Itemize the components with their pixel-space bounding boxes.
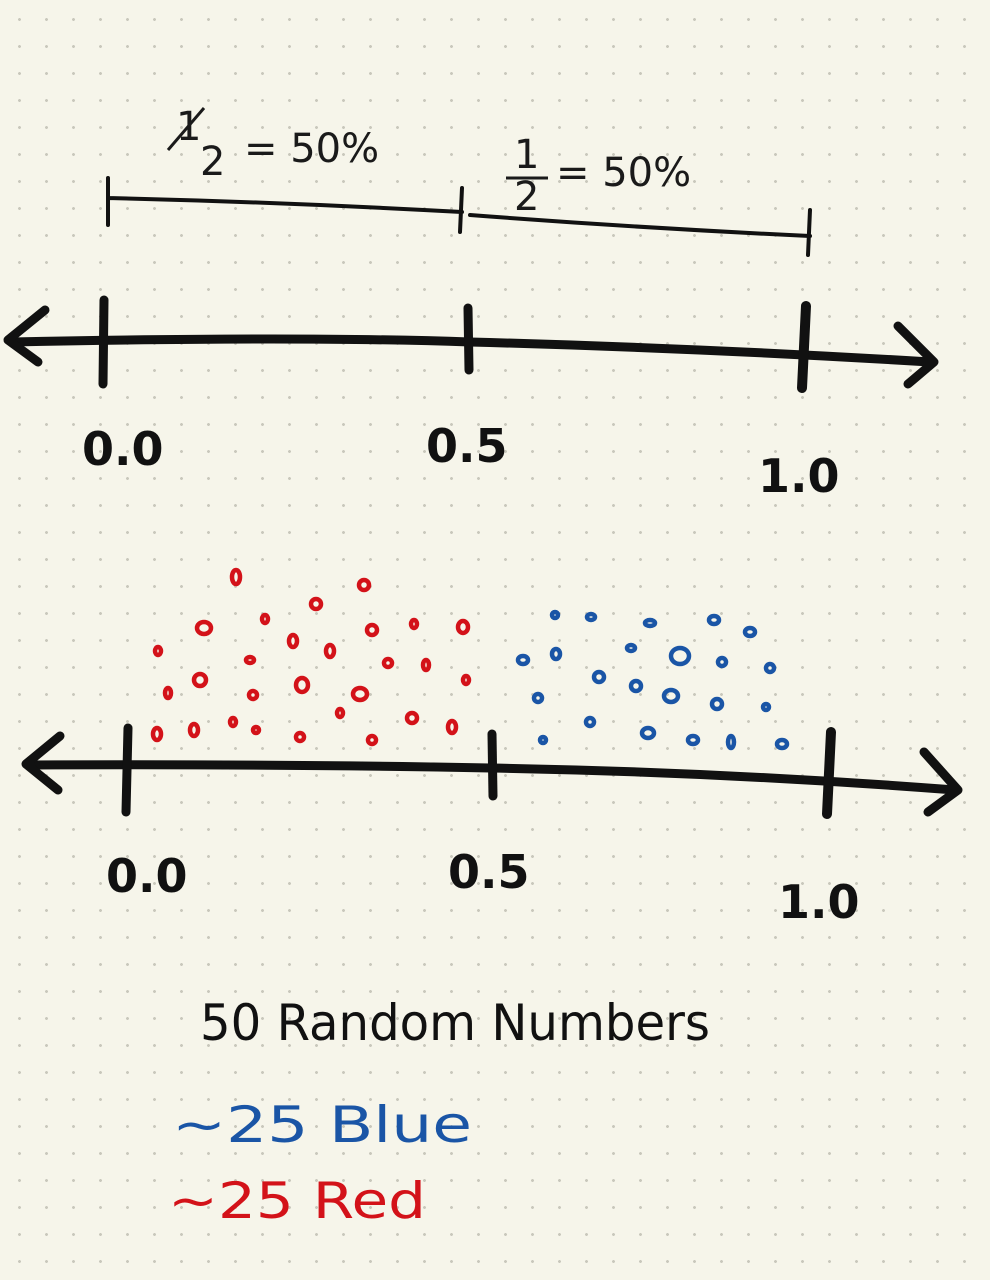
red-dot xyxy=(229,567,243,587)
red-dot xyxy=(408,617,420,631)
red-dot xyxy=(365,733,379,747)
half-brackets: 1 2 = 50% 1 2 = 50% xyxy=(106,104,812,257)
blue-dot xyxy=(583,715,597,729)
red-dot xyxy=(246,688,260,702)
red-dot xyxy=(356,577,372,593)
red-dot xyxy=(323,642,337,660)
left-bracket xyxy=(106,176,464,234)
bottom-tick-label-05: 0.5 xyxy=(448,845,530,899)
left-fraction-slash xyxy=(166,107,206,151)
red-dot xyxy=(308,596,324,612)
red-dot xyxy=(194,619,214,637)
red-dot xyxy=(150,725,164,743)
blue-dot xyxy=(774,737,790,751)
blue-dot xyxy=(515,653,531,667)
blue-dot xyxy=(742,625,758,639)
bottom-number-line: 0.0 0.5 1.0 xyxy=(21,723,963,929)
blue-dot xyxy=(760,701,772,713)
caption: 50 Random Numbers ~25 Blue ~25 Red xyxy=(168,994,710,1230)
blue-dot xyxy=(763,661,777,675)
bottom-tick-label-1: 1.0 xyxy=(778,875,860,929)
bottom-left-arrowhead xyxy=(21,731,65,795)
top-tick-0 xyxy=(98,295,109,389)
red-dot xyxy=(460,673,472,687)
blue-dot xyxy=(549,609,561,621)
blue-dot xyxy=(706,613,722,627)
red-dot xyxy=(187,721,201,739)
caption-title: 50 Random Numbers xyxy=(200,994,710,1052)
red-dot xyxy=(152,644,164,658)
blue-dot xyxy=(715,655,729,669)
red-dot xyxy=(381,656,395,670)
red-dot xyxy=(250,724,262,736)
red-dot xyxy=(445,718,459,736)
caption-blue-count: ~25 Blue xyxy=(172,1096,472,1154)
blue-dot xyxy=(642,617,658,629)
right-percent-text: = 50% xyxy=(556,150,691,196)
top-tick-1 xyxy=(797,301,811,393)
left-percent-text: = 50% xyxy=(244,126,379,172)
blue-dot xyxy=(591,669,607,685)
blue-dot xyxy=(628,678,644,694)
red-dot xyxy=(293,730,307,744)
red-dot xyxy=(162,685,174,701)
blue-dot xyxy=(584,611,598,623)
bottom-tick-1 xyxy=(822,727,836,819)
bottom-right-arrowhead xyxy=(919,747,963,817)
top-left-arrowhead xyxy=(3,305,50,367)
blue-dot xyxy=(685,733,701,747)
left-half-label: 1 2 = 50% xyxy=(166,104,379,185)
red-dot xyxy=(286,632,300,650)
right-half-label: 1 2 = 50% xyxy=(506,132,691,220)
red-dot xyxy=(191,671,209,689)
right-fraction-numerator: 1 xyxy=(514,132,539,178)
red-dot xyxy=(259,612,271,626)
red-dot xyxy=(404,710,420,726)
red-dots xyxy=(150,567,472,747)
blue-dot xyxy=(624,642,638,654)
blue-dot xyxy=(549,646,563,662)
red-dot xyxy=(243,654,257,666)
bottom-tick-label-0: 0.0 xyxy=(106,849,188,903)
caption-red-count: ~25 Red xyxy=(168,1172,426,1230)
bottom-tick-05 xyxy=(487,729,498,801)
top-number-line: 0.0 0.5 1.0 xyxy=(3,295,939,503)
right-fraction-denominator: 2 xyxy=(514,174,539,220)
blue-dot xyxy=(661,687,681,705)
blue-dots xyxy=(515,609,790,751)
red-dot xyxy=(420,657,432,673)
red-dot xyxy=(227,715,239,729)
bottom-tick-0 xyxy=(121,723,133,817)
top-tick-label-0: 0.0 xyxy=(82,422,164,476)
top-right-arrowhead xyxy=(893,321,939,389)
blue-dot xyxy=(531,691,545,705)
right-bracket xyxy=(468,208,812,257)
blue-dot xyxy=(668,645,692,667)
left-fraction-denominator: 2 xyxy=(200,139,225,185)
blue-dot xyxy=(537,734,549,746)
red-dot xyxy=(455,618,471,636)
red-dot xyxy=(334,706,346,720)
blue-dot xyxy=(725,733,737,751)
top-tick-05 xyxy=(463,303,474,375)
red-dot xyxy=(293,675,311,695)
blue-dot xyxy=(639,725,657,741)
top-tick-label-1: 1.0 xyxy=(758,449,840,503)
top-tick-label-05: 0.5 xyxy=(426,419,508,473)
red-dot xyxy=(350,685,370,703)
blue-dot xyxy=(709,696,725,712)
red-dot xyxy=(364,622,380,638)
